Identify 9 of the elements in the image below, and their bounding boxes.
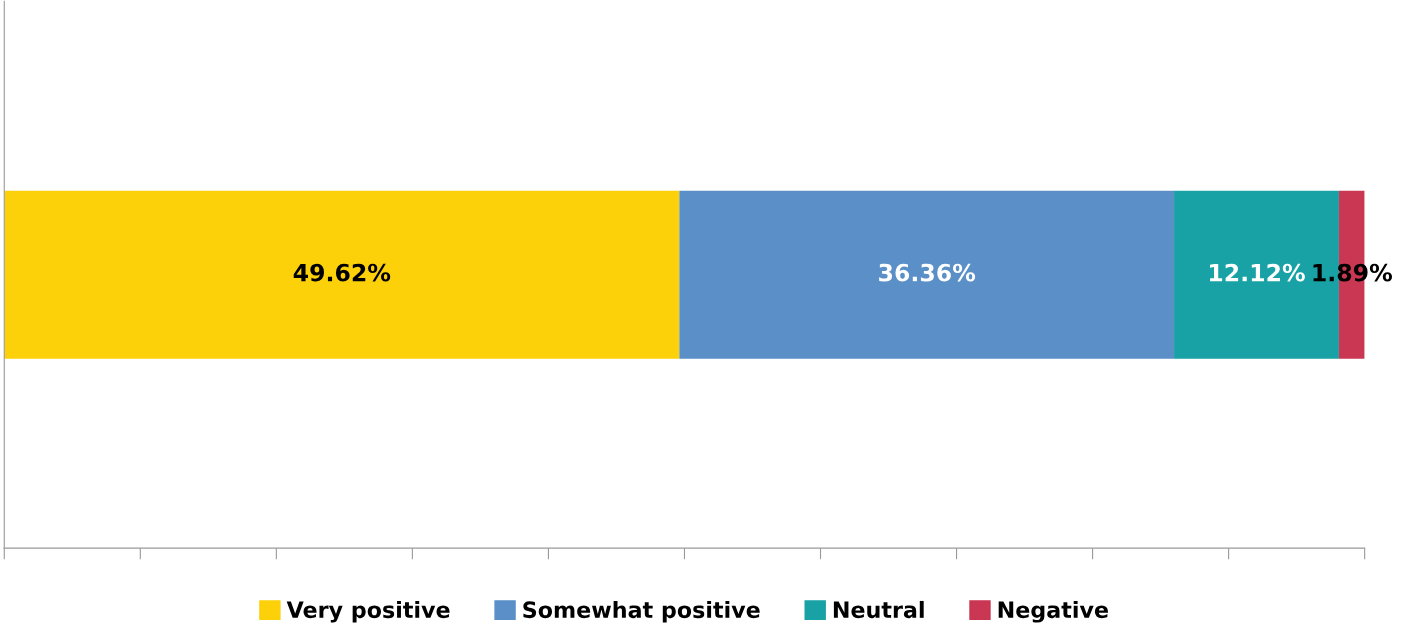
- legend-label: Neutral: [833, 600, 924, 619]
- data-label: 36.36%: [879, 263, 976, 282]
- legend-label: Negative: [998, 600, 1108, 623]
- bar: [4, 190, 680, 359]
- bar: [679, 190, 1175, 359]
- data-label: 49.62%: [293, 263, 391, 282]
- legend-label: Somewhat positive: [523, 600, 760, 623]
- data-label: 12.12%: [1209, 263, 1305, 282]
- legend-label: Very positive: [286, 600, 450, 623]
